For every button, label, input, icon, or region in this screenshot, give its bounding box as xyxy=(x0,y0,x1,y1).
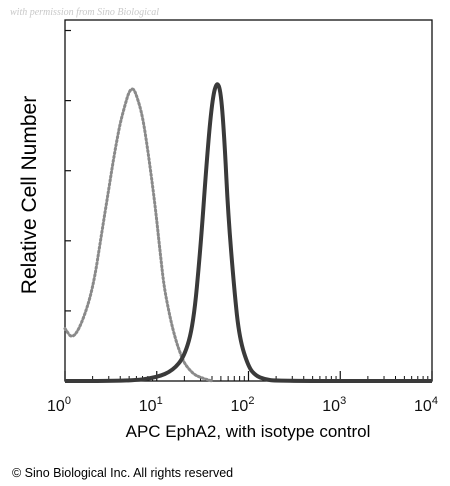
y-axis-label: Relative Cell Number xyxy=(18,95,41,295)
x-tick-label: 103 xyxy=(322,395,346,415)
isotype-control-curve xyxy=(63,87,214,383)
x-tick-label: 104 xyxy=(414,395,438,415)
x-tick-label: 100 xyxy=(47,395,71,415)
plot-frame xyxy=(64,19,433,382)
copyright-notice: © Sino Biological Inc. All rights reserv… xyxy=(12,466,234,480)
watermark: with permission from Sino Biological xyxy=(10,7,160,18)
x-tick-label: 101 xyxy=(139,395,163,415)
x-tick-label: 102 xyxy=(231,395,255,415)
x-axis-ticks: 100 101 102 103 104 xyxy=(47,371,438,415)
plot-border xyxy=(64,19,433,382)
series-layer xyxy=(63,82,432,383)
epha2-curve xyxy=(65,82,432,383)
y-axis-ticks xyxy=(65,29,71,312)
x-axis-label: APC EphA2, with isotype control xyxy=(125,422,371,441)
